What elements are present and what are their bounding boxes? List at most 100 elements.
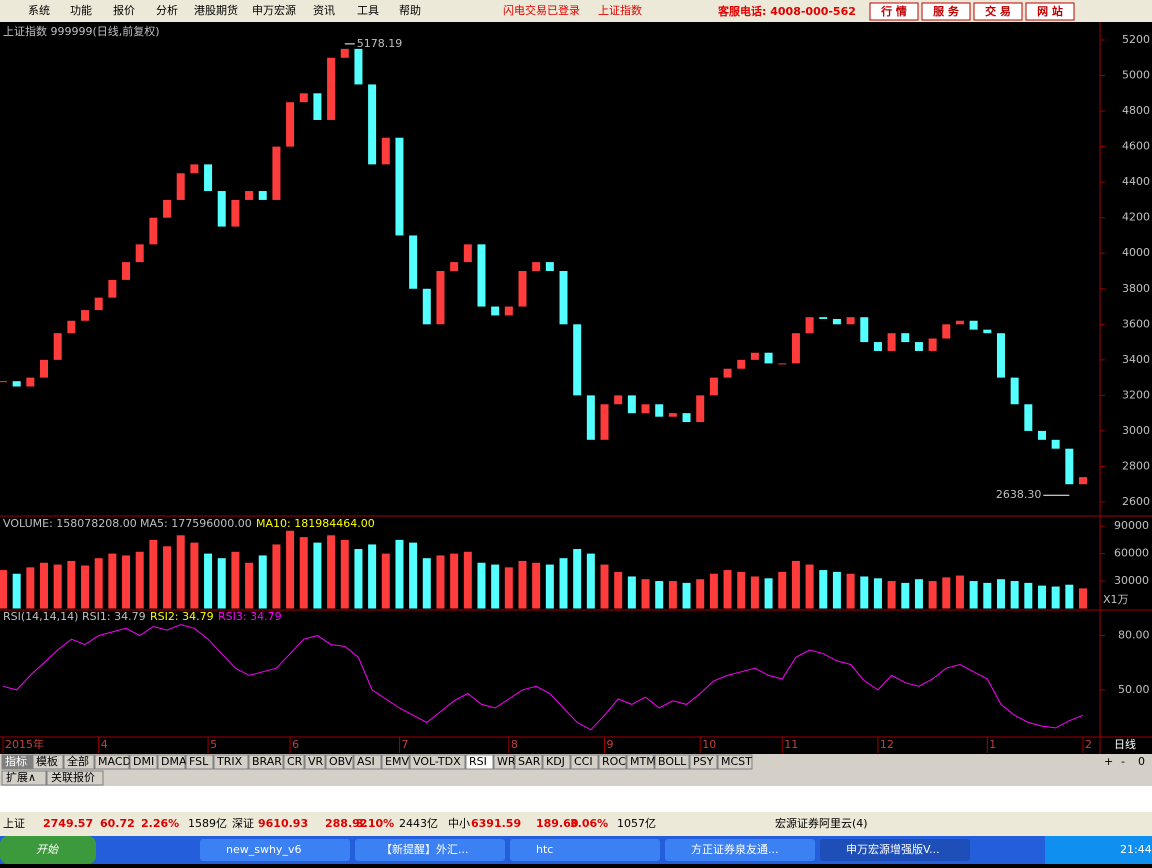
tab[interactable] xyxy=(381,754,410,770)
candle xyxy=(1037,430,1046,440)
tab-label: KDJ xyxy=(546,755,565,768)
candle xyxy=(1024,404,1033,431)
y-tick-label: 4400 xyxy=(1122,175,1150,188)
tab[interactable] xyxy=(185,754,214,770)
task-button[interactable] xyxy=(665,839,815,861)
volume-bar xyxy=(709,573,718,609)
tab[interactable] xyxy=(654,754,690,770)
nav-button[interactable] xyxy=(869,2,919,21)
candle xyxy=(901,333,910,343)
candle xyxy=(832,318,841,325)
tab-label: ROC xyxy=(602,755,626,768)
status-item: 2749.57 xyxy=(43,817,93,830)
tab[interactable] xyxy=(157,754,186,770)
y-tick-label: 3800 xyxy=(1122,282,1150,295)
volume-bar xyxy=(901,582,910,609)
task-label: 方正证券泉友通... xyxy=(691,842,779,856)
zoom-button[interactable]: + xyxy=(1104,755,1113,768)
zoom-button[interactable]: 0 xyxy=(1138,755,1145,768)
candle xyxy=(518,271,527,307)
menu-item[interactable]: 系统 xyxy=(28,4,50,17)
y-tick-label: 5000 xyxy=(1122,69,1150,82)
task-button[interactable] xyxy=(820,839,970,861)
volume-bar xyxy=(1024,582,1033,609)
volume-bar xyxy=(600,564,609,609)
tab-label: BRAR xyxy=(252,755,282,768)
volume-bar xyxy=(832,571,841,609)
volume-bar xyxy=(409,542,418,609)
volume-bar xyxy=(873,578,882,609)
x-tick-label: 8 xyxy=(511,738,518,751)
y-tick-label: 3000 xyxy=(1122,424,1150,437)
candle xyxy=(969,320,978,330)
menu-item[interactable]: 申万宏源 xyxy=(252,3,296,17)
tab[interactable] xyxy=(409,754,466,770)
menu-item[interactable]: 港股期货 xyxy=(194,3,238,17)
candle xyxy=(340,48,349,58)
tab[interactable] xyxy=(1,770,47,786)
task-label: htc xyxy=(536,843,553,856)
tab[interactable] xyxy=(94,754,130,770)
broker-label: 宏源证券阿里云(4) xyxy=(775,816,868,830)
tab[interactable] xyxy=(626,754,655,770)
tab[interactable] xyxy=(353,754,382,770)
menu-item[interactable]: 分析 xyxy=(156,3,178,17)
tab[interactable] xyxy=(514,754,543,770)
volume-bar xyxy=(450,553,459,609)
x-tick-label: 1 xyxy=(989,738,996,751)
task-button[interactable] xyxy=(355,839,505,861)
task-button[interactable] xyxy=(510,839,660,861)
tab[interactable] xyxy=(689,754,718,770)
tab[interactable] xyxy=(283,754,305,770)
start-label[interactable]: 开始 xyxy=(36,843,59,856)
y-tick-label: 4000 xyxy=(1122,246,1150,259)
hotline: 客服电话: 4008-000-562 xyxy=(717,4,856,18)
candle xyxy=(26,377,35,387)
volume-bar xyxy=(668,581,677,609)
candle xyxy=(573,324,582,396)
period-label: 日线 xyxy=(1114,737,1136,751)
tab[interactable] xyxy=(32,754,64,770)
nav-button[interactable] xyxy=(921,2,971,21)
candle xyxy=(299,93,308,103)
tab[interactable] xyxy=(129,754,158,770)
menu-item[interactable]: 帮助 xyxy=(399,3,421,17)
nav-button[interactable] xyxy=(973,2,1023,21)
start-button[interactable] xyxy=(0,836,96,864)
candle xyxy=(204,164,213,192)
y-tick-label: 3400 xyxy=(1122,353,1150,366)
y-tick-label: 3600 xyxy=(1122,317,1150,330)
menu-item[interactable]: 工具 xyxy=(357,4,379,17)
candle xyxy=(504,306,513,316)
volume-bar xyxy=(614,571,623,609)
nav-button[interactable] xyxy=(1025,2,1075,21)
tab[interactable] xyxy=(542,754,571,770)
tab[interactable] xyxy=(717,754,753,770)
candle xyxy=(955,320,964,325)
tab-label: MACD xyxy=(98,755,131,768)
tab[interactable] xyxy=(1,754,33,770)
candle xyxy=(12,381,21,387)
status-item: 上证 xyxy=(3,817,25,830)
tab[interactable] xyxy=(325,754,354,770)
menu-item[interactable]: 报价 xyxy=(113,3,135,17)
candle xyxy=(887,333,896,351)
candle xyxy=(272,146,281,200)
status-item: 3.06% xyxy=(570,817,608,830)
volume-bar xyxy=(149,539,158,609)
tab[interactable] xyxy=(213,754,249,770)
tab[interactable] xyxy=(46,770,104,786)
tab[interactable] xyxy=(465,754,494,770)
tab[interactable] xyxy=(493,754,515,770)
menu-item[interactable]: 功能 xyxy=(70,3,92,17)
tab[interactable] xyxy=(570,754,599,770)
x-tick-label: 10 xyxy=(702,738,716,751)
task-button[interactable] xyxy=(200,839,350,861)
tab[interactable] xyxy=(304,754,326,770)
tab[interactable] xyxy=(248,754,284,770)
candle xyxy=(368,84,377,165)
tab[interactable] xyxy=(63,754,95,770)
tab[interactable] xyxy=(598,754,627,770)
zoom-button[interactable]: - xyxy=(1121,755,1125,768)
menu-item[interactable]: 资讯 xyxy=(313,4,335,17)
